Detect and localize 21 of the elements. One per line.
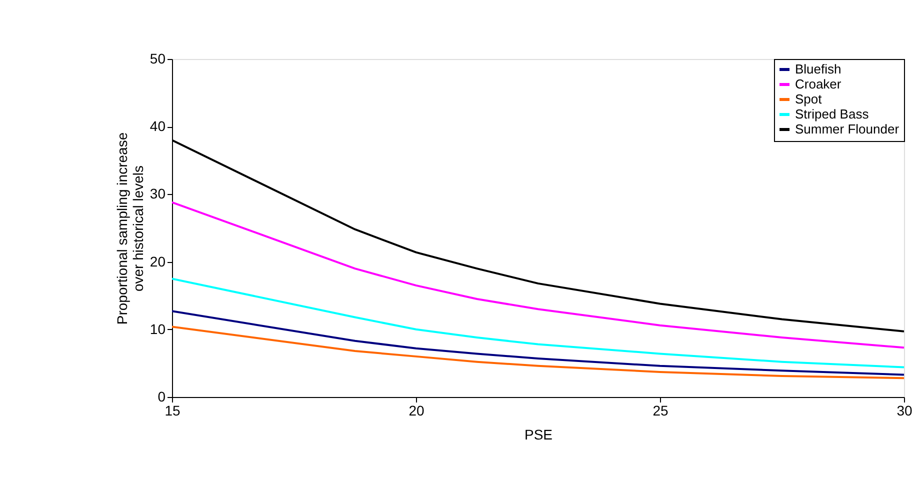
legend-label: Spot [795,92,822,106]
line-series [172,326,904,380]
x-tick-label: 25 [652,402,668,418]
y-tick-label: 0 [158,388,166,404]
y-tick-label: 10 [150,320,166,337]
line-series [172,310,904,376]
y-tick-label: 20 [150,253,166,270]
legend-label: Striped Bass [795,106,870,122]
y-tick-label: 30 [150,186,166,202]
y-tick-label: 50 [150,50,166,66]
legend-label: Bluefish [795,62,842,76]
y-axis-title: Proportional sampling increase over historical levels [114,132,146,325]
line-series [172,278,904,368]
line-series [172,201,904,349]
x-tick-label: 20 [408,402,424,418]
y-tick-label: 40 [150,118,166,134]
legend-label: Croaker [795,76,842,92]
legend-label: Summer Flounder [795,122,900,136]
x-tick-label: 30 [896,402,912,418]
x-tick-label: 15 [164,402,180,418]
x-axis-title: PSE [524,426,553,442]
